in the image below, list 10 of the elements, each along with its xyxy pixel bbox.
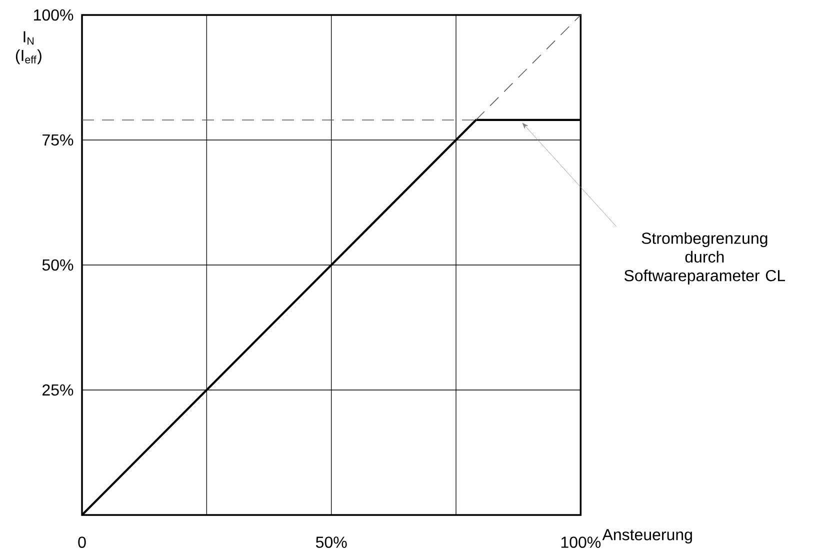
y-tick-label: 50%	[42, 259, 74, 271]
annotation: Strombegrenzung durch Softwareparameter CL	[624, 232, 786, 284]
y-tick-label: 25%	[42, 384, 74, 396]
x-tick-label: 50%	[316, 536, 347, 548]
y-axis-title: I$_{N}$ (I$_{eff}$)	[16, 31, 42, 64]
x-axis-title: Ansteuerung	[602, 529, 692, 544]
y-tick-label: 100%	[34, 9, 74, 21]
x-tick-label: 100%	[561, 536, 601, 548]
x-tick-label: 0	[78, 536, 86, 548]
y-tick-label: 75%	[42, 134, 74, 146]
